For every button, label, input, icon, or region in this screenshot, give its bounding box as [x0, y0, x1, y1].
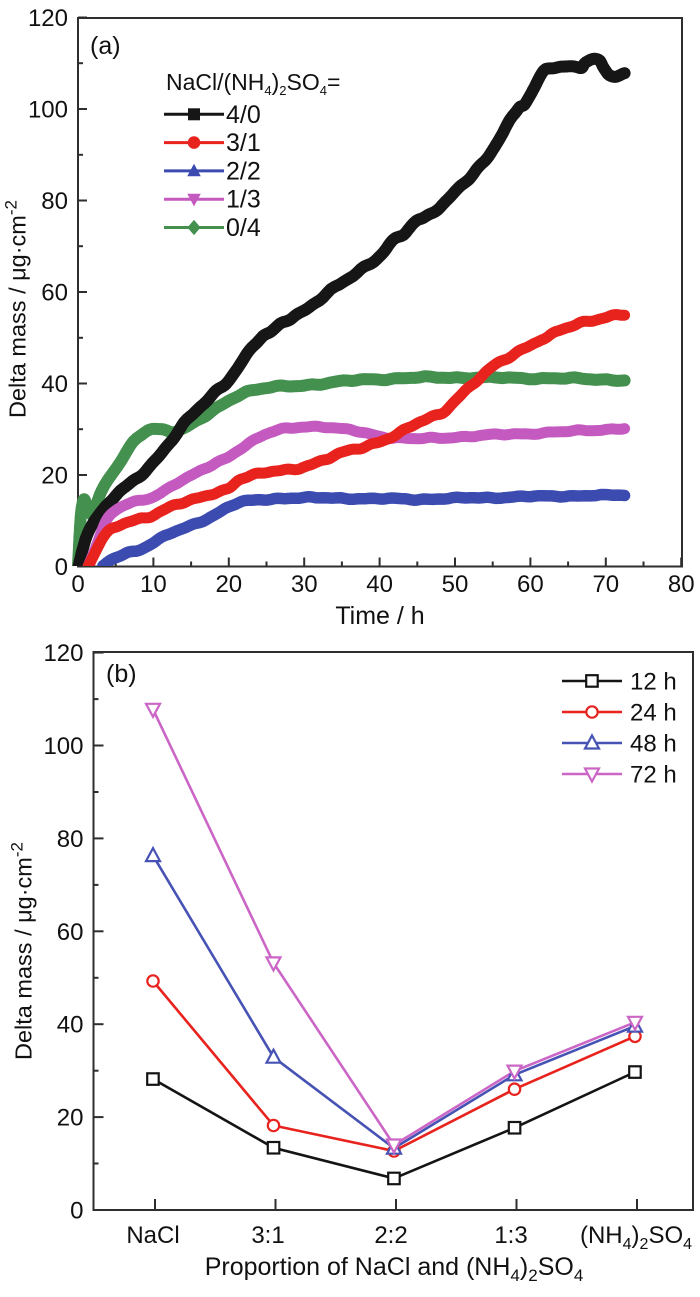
svg-text:4/0: 4/0 — [226, 101, 261, 129]
svg-text:60: 60 — [57, 919, 84, 946]
svg-text:40: 40 — [41, 371, 68, 398]
svg-text:1:3: 1:3 — [494, 1222, 527, 1249]
svg-text:(NH4)2SO4: (NH4)2SO4 — [580, 1222, 692, 1253]
svg-text:Proportion of NaCl and (NH4)2S: Proportion of NaCl and (NH4)2SO4 — [205, 1253, 584, 1285]
svg-text:10: 10 — [140, 571, 167, 598]
svg-text:40: 40 — [366, 571, 393, 598]
svg-text:12 h: 12 h — [630, 669, 677, 696]
svg-text:30: 30 — [291, 571, 318, 598]
svg-text:2:2: 2:2 — [374, 1222, 407, 1249]
svg-text:3:1: 3:1 — [251, 1222, 284, 1249]
svg-text:0: 0 — [70, 1198, 83, 1225]
svg-text:80: 80 — [57, 826, 84, 853]
svg-text:Delta mass / μg·cm-2: Delta mass / μg·cm-2 — [2, 200, 31, 418]
svg-text:60: 60 — [517, 571, 544, 598]
svg-text:NaCl/(NH4)2SO4=: NaCl/(NH4)2SO4= — [166, 69, 340, 98]
svg-text:60: 60 — [41, 280, 68, 307]
svg-text:3/1: 3/1 — [226, 129, 261, 157]
svg-text:0/4: 0/4 — [226, 214, 261, 242]
svg-text:20: 20 — [215, 571, 242, 598]
svg-text:48 h: 48 h — [630, 731, 677, 758]
svg-text:24 h: 24 h — [630, 700, 677, 727]
svg-text:2/2: 2/2 — [226, 157, 261, 185]
svg-text:(a): (a) — [90, 32, 121, 60]
svg-text:NaCl: NaCl — [126, 1222, 179, 1249]
svg-text:70: 70 — [592, 571, 619, 598]
svg-text:Time / h: Time / h — [335, 602, 424, 630]
svg-text:50: 50 — [442, 571, 469, 598]
svg-text:20: 20 — [57, 1105, 84, 1132]
svg-text:Delta mass / μg·cm-2: Delta mass / μg·cm-2 — [8, 842, 37, 1060]
svg-text:0: 0 — [55, 554, 68, 581]
svg-text:100: 100 — [28, 97, 68, 124]
svg-text:80: 80 — [41, 188, 68, 215]
svg-text:80: 80 — [668, 571, 695, 598]
svg-text:120: 120 — [43, 640, 83, 667]
svg-text:72 h: 72 h — [630, 762, 677, 789]
svg-text:120: 120 — [28, 5, 68, 32]
svg-text:0: 0 — [71, 571, 84, 598]
svg-text:20: 20 — [41, 463, 68, 490]
svg-text:1/3: 1/3 — [226, 186, 261, 214]
svg-text:(b): (b) — [106, 660, 137, 688]
svg-text:40: 40 — [57, 1012, 84, 1039]
svg-text:100: 100 — [43, 733, 83, 760]
